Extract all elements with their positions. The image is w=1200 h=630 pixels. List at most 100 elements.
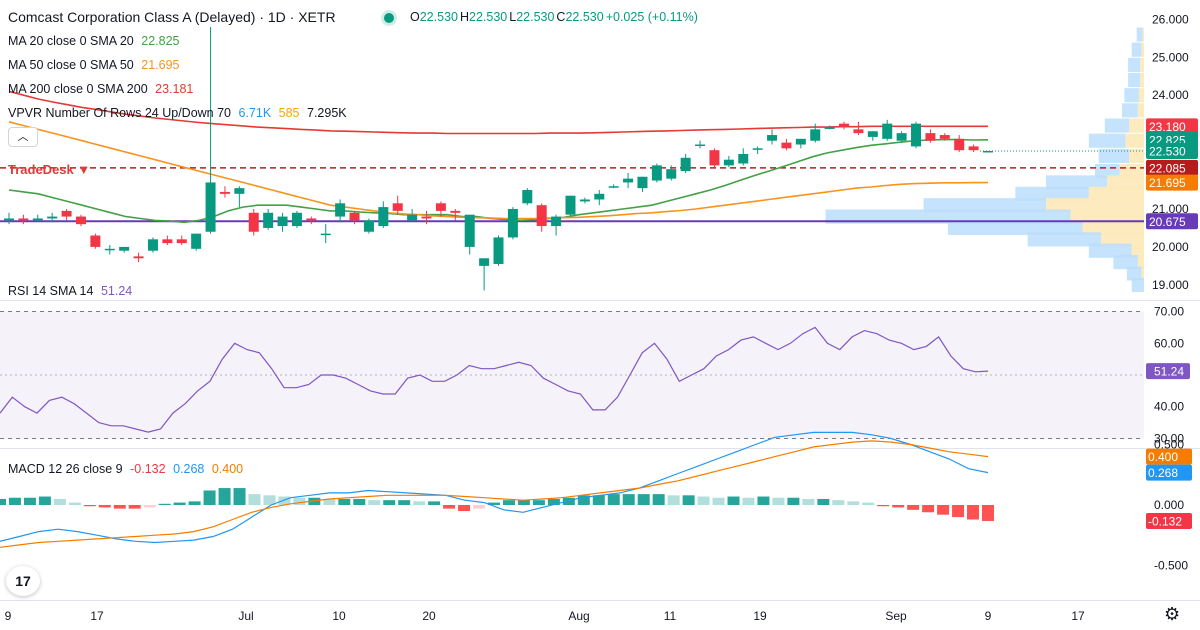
candle-body: [925, 133, 936, 141]
macd-histogram-bar: [967, 505, 980, 520]
price-tag: [1146, 118, 1198, 135]
candle-body: [795, 138, 806, 145]
volume-profile-down-bar: [1137, 103, 1144, 118]
macd-histogram-bar: [682, 495, 695, 505]
macd-histogram-bar: [817, 498, 830, 505]
price-tag-label: 22.085: [1149, 161, 1186, 175]
volume-profile-up-bar: [1088, 133, 1126, 148]
candle-body: [176, 239, 187, 244]
macd-histogram-bar: [443, 505, 456, 509]
candle-body: [522, 190, 533, 204]
candle-body: [882, 123, 893, 139]
rsi-axis-tick: 70.00: [1154, 305, 1184, 319]
candle-body: [579, 199, 590, 202]
macd-histogram-bar: [53, 498, 66, 505]
ohlc-value: +0.025 (+0.11%): [605, 10, 698, 24]
macd-histogram-bar: [68, 502, 81, 505]
volume-profile-up-bar: [1113, 254, 1138, 270]
macd-tag-label: 0.268: [1148, 466, 1178, 480]
macd-histogram-bar: [787, 497, 800, 505]
candle-body: [104, 248, 115, 251]
volume-profile-up-bar: [1027, 232, 1102, 247]
macd-axis-tick: -0.500: [1154, 558, 1188, 572]
vpvr-label: VPVR Number Of Rows 24 Up/Down 70: [8, 106, 232, 120]
candle-body: [723, 159, 734, 166]
gear-icon[interactable]: ⚙: [1164, 604, 1181, 624]
macd-histogram-bar: [233, 488, 246, 505]
macd-histogram-bar: [188, 501, 201, 505]
volume-profile-up-bar: [1131, 277, 1144, 292]
ohlc-value: 22.530: [565, 10, 604, 24]
price-axis-tick: 21.000: [1152, 202, 1189, 216]
candle-body: [32, 218, 43, 221]
ohlc-key: O: [410, 10, 420, 24]
volume-profile-up-bar: [1124, 88, 1140, 103]
macd-histogram-bar: [622, 494, 635, 505]
candle-body: [810, 129, 821, 141]
macd-tag: [1146, 512, 1192, 529]
macd-histogram-bar: [502, 500, 515, 505]
candle-body: [594, 193, 605, 200]
price-tag-label: 22.530: [1149, 144, 1186, 158]
price-axis-tick: 26.000: [1152, 12, 1189, 26]
price-tag: [1146, 174, 1198, 191]
candle-body: [738, 154, 749, 164]
legend-ma20[interactable]: MA 20 close 0 SMA 20 22.825: [8, 33, 183, 49]
volume-profile-down-bar: [1140, 72, 1144, 88]
candle-body: [450, 210, 461, 213]
price-tag: [1146, 142, 1198, 159]
volume-profile-down-bar: [1070, 209, 1144, 224]
candle-body: [968, 146, 979, 151]
candle-body: [853, 129, 864, 134]
legend-ma200[interactable]: MA 200 close 0 SMA 200 23.181: [8, 81, 197, 97]
volume-profile-up-bar: [1121, 103, 1138, 118]
candle-body: [205, 182, 216, 232]
macd-histogram-bar: [398, 500, 411, 505]
candle-body: [939, 135, 950, 139]
macd-histogram-bar: [907, 505, 920, 510]
price-tag: [1146, 159, 1198, 176]
candle-body: [767, 135, 778, 141]
legend-macd[interactable]: MACD 12 26 close 9 -0.132 0.268 0.400: [8, 461, 247, 477]
rsi-axis-tick: 60.00: [1154, 336, 1184, 350]
ma-line-ma200: [8, 90, 988, 135]
ohlc-key: H: [459, 10, 469, 24]
macd-histogram-bar: [937, 505, 950, 515]
symbol-title-text: Comcast Corporation Class A (Delayed) · …: [8, 9, 336, 25]
candle-body: [234, 188, 245, 194]
macd-histogram-bar: [323, 498, 336, 505]
macd-histogram-bar: [757, 496, 770, 505]
legend-rsi[interactable]: RSI 14 SMA 14 51.24: [8, 283, 136, 299]
legend-ma50[interactable]: MA 50 close 0 SMA 50 21.695: [8, 57, 183, 73]
ohlc-value: 22.530: [419, 10, 458, 24]
candle-body: [983, 150, 993, 153]
macd-histogram-bar: [368, 500, 381, 505]
volume-profile-down-bar: [1046, 198, 1144, 213]
rsi-value: 51.24: [100, 284, 133, 298]
candle-body: [363, 220, 374, 232]
legend-vpvr[interactable]: VPVR Number Of Rows 24 Up/Down 70 6.71K …: [8, 105, 351, 121]
rsi-tag-label: 51.24: [1154, 365, 1184, 379]
macd-histogram-bar: [248, 494, 261, 505]
macd-histogram-bar: [98, 505, 111, 508]
volume-profile-up-bar: [948, 220, 1083, 236]
macd-histogram-bar: [982, 505, 994, 521]
candle-body: [781, 142, 792, 149]
macd-histogram-bar: [278, 496, 291, 505]
macd-tag: [1146, 448, 1192, 465]
macd-line-macd: [0, 431, 989, 544]
macd-histogram-bar: [577, 495, 590, 505]
volume-profile-up-bar: [825, 209, 1071, 224]
collapse-legend-button[interactable]: ︿: [8, 127, 38, 147]
tradingview-logo[interactable]: 17: [6, 566, 40, 596]
rsi-label: RSI 14 SMA 14: [8, 284, 94, 298]
candle-body: [608, 186, 619, 188]
candle-body: [277, 216, 288, 227]
candle-body: [536, 205, 547, 227]
tradedesk-annotation[interactable]: TradeDesk ▼: [8, 162, 91, 177]
macd-histogram-bar: [862, 502, 875, 505]
macd-histogram-bar: [113, 505, 126, 509]
price-axis-tick: 25.000: [1152, 50, 1189, 64]
ma200-value: 23.181: [155, 82, 194, 96]
